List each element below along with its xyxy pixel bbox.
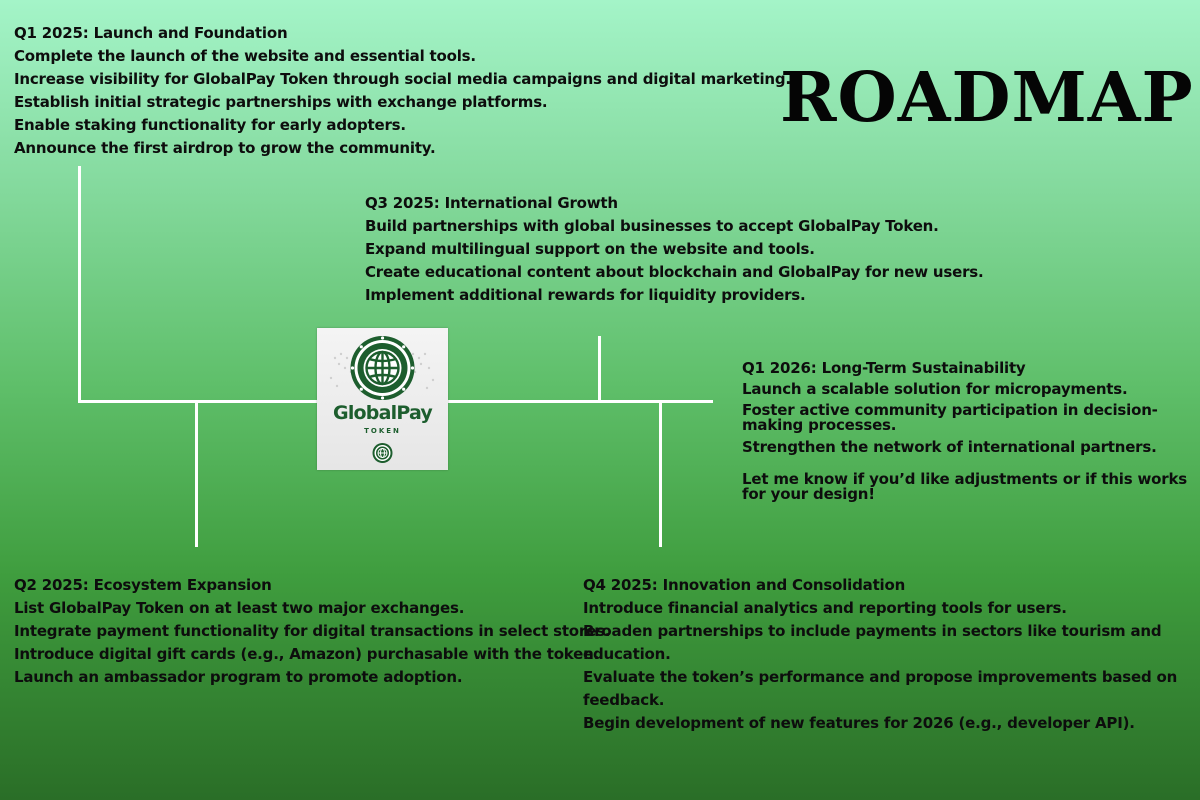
- phase-item: Create educational content about blockch…: [365, 263, 984, 281]
- logo-subtitle: TOKEN: [364, 427, 401, 435]
- globe-icon: [329, 336, 435, 463]
- phase-item: Build partnerships with global businesse…: [365, 217, 939, 235]
- logo-name: GlobalPay: [333, 402, 433, 424]
- phase-item: Integrate payment functionality for digi…: [14, 622, 611, 640]
- phase-item: Increase visibility for GlobalPay Token …: [14, 70, 791, 88]
- phase-q3-2025: Q3 2025: International Growth Build part…: [365, 192, 984, 307]
- phase-item: Complete the launch of the website and e…: [14, 47, 476, 65]
- phase-item: Launch a scalable solution for micropaym…: [742, 380, 1128, 398]
- phase-note: Let me know if you’d like adjustments or…: [742, 470, 1187, 503]
- phase-item: Broaden partnerships to include payments…: [583, 622, 1162, 663]
- phase-q4-2025: Q4 2025: Innovation and Consolidation In…: [583, 574, 1200, 735]
- phase-item: Launch an ambassador program to promote …: [14, 668, 463, 686]
- phase-item: Foster active community participation in…: [742, 401, 1158, 434]
- phase-item: Introduce digital gift cards (e.g., Amaz…: [14, 645, 600, 663]
- globalpay-logo: GlobalPay TOKEN: [317, 328, 448, 470]
- phase-item: Enable staking functionality for early a…: [14, 116, 406, 134]
- phase-item: List GlobalPay Token on at least two maj…: [14, 599, 465, 617]
- phase-heading: Q4 2025: Innovation and Consolidation: [583, 576, 906, 594]
- phase-heading: Q2 2025: Ecosystem Expansion: [14, 576, 272, 594]
- roadmap-title: ROADMAP: [780, 58, 1194, 138]
- timeline-main-right: [447, 400, 713, 403]
- timeline-main-left: [78, 400, 318, 403]
- connector-q4-2025: [659, 401, 662, 547]
- phase-item: Strengthen the network of international …: [742, 438, 1157, 456]
- phase-item: Expand multilingual support on the websi…: [365, 240, 815, 258]
- phase-item: Begin development of new features for 20…: [583, 714, 1135, 732]
- phase-heading: Q1 2026: Long-Term Sustainability: [742, 359, 1026, 377]
- phase-q1-2026: Q1 2026: Long-Term Sustainability Launch…: [742, 358, 1192, 502]
- phase-heading: Q1 2025: Launch and Foundation: [14, 24, 288, 42]
- phase-item: Establish initial strategic partnerships…: [14, 93, 548, 111]
- connector-q3-2025: [598, 336, 601, 402]
- connector-q1-2025: [78, 166, 81, 403]
- connector-q2-2025: [195, 401, 198, 547]
- phase-item: Introduce financial analytics and report…: [583, 599, 1067, 617]
- phase-q1-2025: Q1 2025: Launch and Foundation Complete …: [14, 22, 791, 160]
- phase-q2-2025: Q2 2025: Ecosystem Expansion List Global…: [14, 574, 610, 689]
- phase-heading: Q3 2025: International Growth: [365, 194, 618, 212]
- phase-item: Evaluate the token’s performance and pro…: [583, 668, 1178, 709]
- phase-item: Implement additional rewards for liquidi…: [365, 286, 806, 304]
- phase-item: Announce the first airdrop to grow the c…: [14, 139, 436, 157]
